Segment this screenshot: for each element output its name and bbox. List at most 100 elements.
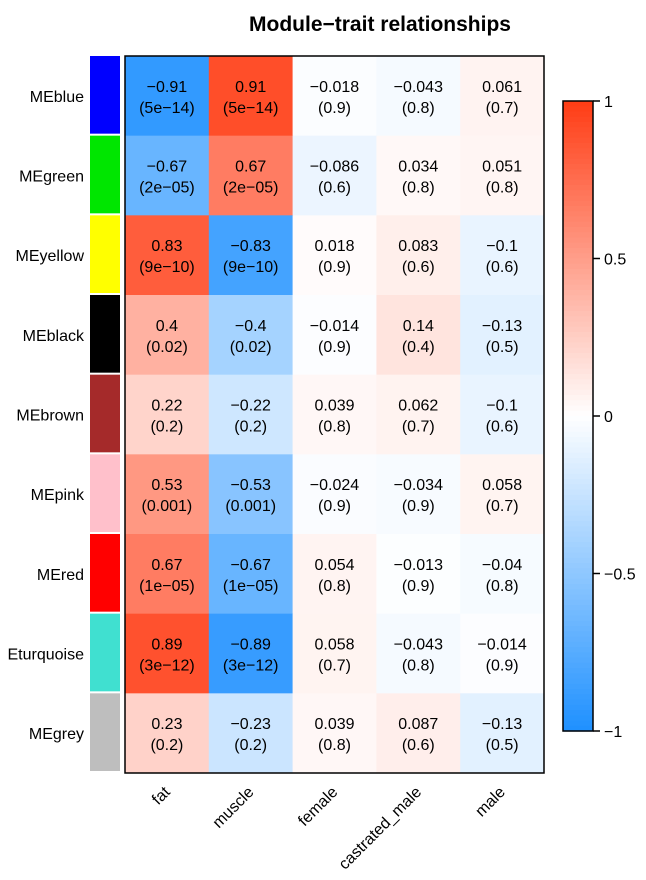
heatmap-cell xyxy=(376,374,461,455)
cell-correlation-label: 0.4 xyxy=(156,318,178,335)
cell-correlation-label: −0.4 xyxy=(235,318,267,335)
colorbar-segment xyxy=(563,326,593,333)
heatmap-cell xyxy=(376,135,461,216)
colorbar-segment xyxy=(563,557,593,564)
colorbar-segment xyxy=(563,526,593,533)
cell-pvalue-label: (3e−12) xyxy=(223,658,279,675)
cell-pvalue-label: (0.9) xyxy=(486,658,519,675)
cell-correlation-label: 0.67 xyxy=(151,557,182,574)
cell-pvalue-label: (0.8) xyxy=(318,578,351,595)
heatmap-cell xyxy=(208,534,294,615)
cell-pvalue-label: (9e−10) xyxy=(139,259,195,276)
colorbar-segment xyxy=(563,353,593,359)
colorbar-segment xyxy=(563,211,593,218)
row-label: Eturquoise xyxy=(8,647,85,664)
cell-correlation-label: −0.04 xyxy=(482,557,523,574)
cell-correlation-label: −0.014 xyxy=(310,318,359,335)
cell-correlation-label: 0.087 xyxy=(398,716,438,733)
cell-pvalue-label: (0.2) xyxy=(234,419,267,436)
cell-correlation-label: 0.083 xyxy=(398,238,438,255)
colorbar-segment xyxy=(563,195,593,202)
row-label: MEblack xyxy=(23,328,85,345)
colorbar-segment xyxy=(563,169,593,176)
colorbar-segment xyxy=(563,715,593,722)
cell-correlation-label: −0.013 xyxy=(394,557,443,574)
cell-correlation-label: −0.014 xyxy=(477,637,526,654)
cell-pvalue-label: (2e−05) xyxy=(223,180,279,197)
column-label: muscle xyxy=(210,784,258,832)
cell-correlation-label: 0.53 xyxy=(151,477,182,494)
colorbar-segment xyxy=(563,500,593,506)
colorbar-segment xyxy=(563,605,593,611)
cell-pvalue-label: (0.001) xyxy=(142,498,193,515)
colorbar-segment xyxy=(563,232,593,239)
colorbar-segment xyxy=(563,673,593,680)
heatmap-cell xyxy=(460,534,545,615)
colorbar-segment xyxy=(563,521,593,527)
colorbar-segment xyxy=(563,452,593,459)
colorbar-segment xyxy=(563,363,593,370)
cell-pvalue-label: (0.6) xyxy=(402,737,435,754)
cell-correlation-label: 0.22 xyxy=(151,398,182,415)
row-label: MEred xyxy=(37,567,84,584)
cell-correlation-label: −0.67 xyxy=(147,159,188,176)
heatmap-cell xyxy=(376,693,461,774)
colorbar-segment xyxy=(563,106,593,113)
row-label: MEgreen xyxy=(19,169,84,186)
heatmap-cell xyxy=(376,295,461,376)
cell-correlation-label: −0.034 xyxy=(394,477,443,494)
colorbar-segment xyxy=(563,416,593,422)
colorbar-segment xyxy=(563,300,593,307)
cell-correlation-label: 0.051 xyxy=(482,159,522,176)
row-label: MEpink xyxy=(31,487,85,504)
colorbar-segment xyxy=(563,237,593,244)
colorbar-segment xyxy=(563,400,593,407)
colorbar-segment xyxy=(563,647,593,653)
colorbar-segment xyxy=(563,316,593,323)
cell-correlation-label: 0.061 xyxy=(482,79,522,96)
cell-pvalue-label: (0.6) xyxy=(486,419,519,436)
cell-correlation-label: 0.018 xyxy=(314,238,354,255)
colorbar-segment xyxy=(563,657,593,664)
colorbar-segment xyxy=(563,158,593,165)
cell-pvalue-label: (0.6) xyxy=(486,259,519,276)
colorbar-segment xyxy=(563,531,593,538)
cell-pvalue-label: (0.2) xyxy=(150,419,183,436)
colorbar-segment xyxy=(563,494,593,501)
colorbar-segment xyxy=(563,437,593,443)
colorbar-segment xyxy=(563,143,593,149)
cell-correlation-label: −0.1 xyxy=(486,238,518,255)
colorbar-segment xyxy=(563,248,593,254)
cell-pvalue-label: (0.8) xyxy=(402,100,435,117)
heatmap-cell xyxy=(292,534,377,615)
cell-pvalue-label: (0.9) xyxy=(318,498,351,515)
module-color-swatch xyxy=(90,215,120,293)
colorbar-segment xyxy=(563,484,593,491)
module-color-swatch xyxy=(90,56,120,134)
colorbar-segment xyxy=(563,468,593,475)
colorbar-segment xyxy=(563,573,593,580)
cell-correlation-label: −0.22 xyxy=(230,398,271,415)
cell-correlation-label: −0.13 xyxy=(482,318,523,335)
colorbar-segment xyxy=(563,547,593,554)
cell-correlation-label: −0.043 xyxy=(394,79,443,96)
cell-pvalue-label: (0.9) xyxy=(318,259,351,276)
chart-title: Module−trait relationships xyxy=(249,13,511,36)
colorbar-segment xyxy=(563,626,593,632)
colorbar-segment xyxy=(563,342,593,349)
colorbar-segment xyxy=(563,704,593,711)
colorbar-segment xyxy=(563,447,593,454)
colorbar-segment xyxy=(563,668,593,674)
colorbar-segment xyxy=(563,384,593,391)
cell-pvalue-label: (0.7) xyxy=(486,498,519,515)
colorbar-segment xyxy=(563,284,593,291)
cell-pvalue-label: (2e−05) xyxy=(139,180,195,197)
heatmap-cell xyxy=(125,56,210,137)
cell-correlation-label: 0.058 xyxy=(314,637,354,654)
heatmap-cell xyxy=(460,56,545,137)
cell-pvalue-label: (0.8) xyxy=(402,180,435,197)
heatmap-cell xyxy=(208,215,294,296)
heatmap-cell xyxy=(208,295,294,376)
cell-pvalue-label: (0.8) xyxy=(318,419,351,436)
